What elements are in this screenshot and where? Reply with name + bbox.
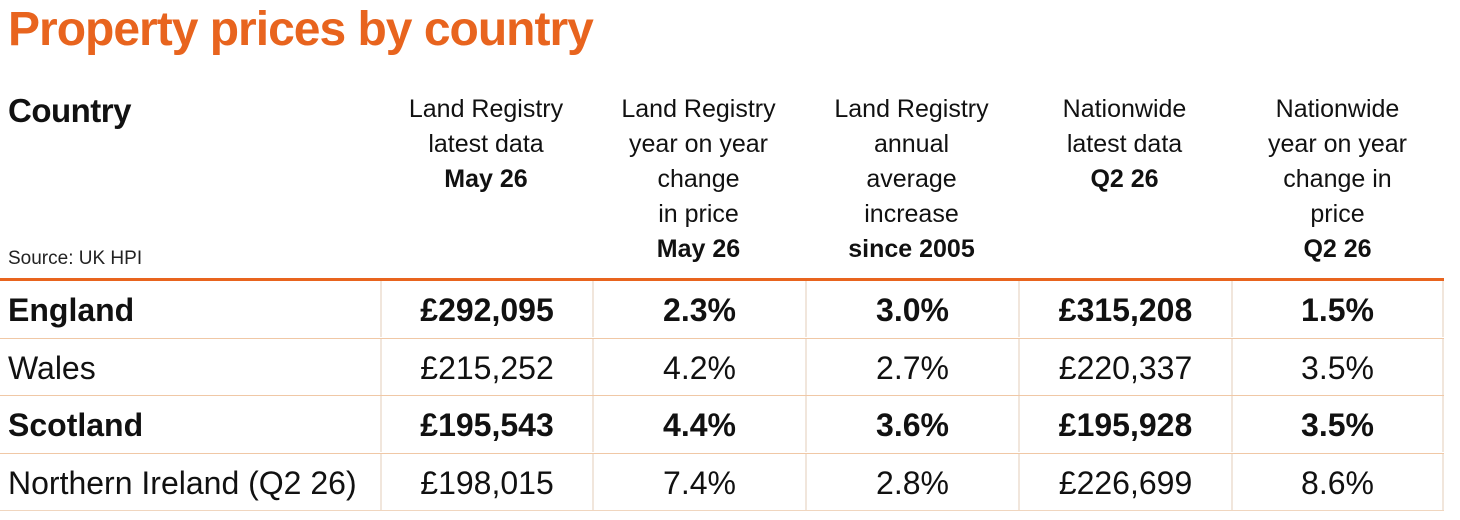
cell-land-registry-latest: £198,015	[380, 453, 592, 510]
column-header-line: Nationwide	[1275, 95, 1400, 123]
cell-nationwide-yoy: 3.5%	[1231, 396, 1444, 452]
column-header-period: Q2 26	[1303, 235, 1372, 263]
cell-nationwide-yoy: 3.5%	[1231, 338, 1444, 395]
column-header-land-registry-latest: Land Registry latest data May 26	[380, 92, 592, 197]
column-header-period: May 26	[444, 165, 528, 193]
column-header-line: year on year	[1268, 130, 1407, 158]
source-note: Source: UK HPI	[8, 248, 143, 269]
page-title: Property prices by country	[8, 3, 594, 56]
cell-nationwide-latest: £195,928	[1018, 396, 1231, 452]
cell-land-registry-yoy: 4.2%	[592, 338, 805, 395]
column-header-land-registry-yoy: Land Registry year on year change in pri…	[592, 92, 805, 267]
country-name: Northern Ireland (Q2 26)	[8, 464, 357, 501]
cell-land-registry-annual-average: 2.8%	[805, 453, 1018, 510]
column-header-line: annual	[873, 130, 950, 158]
table-row-wales: Wales £215,252 4.2% 2.7% £220,337 3.5%	[0, 338, 1444, 396]
country-column-header: Country	[8, 92, 132, 129]
cell-land-registry-latest: £195,543	[380, 396, 592, 452]
row-divider	[0, 337, 1444, 339]
table-header: Country Source: UK HPI Land Registry lat…	[0, 90, 1444, 280]
row-divider	[0, 452, 1444, 454]
column-header-period: Q2 26	[1090, 165, 1159, 193]
column-header-line: Land Registry	[408, 95, 564, 123]
column-header-line: change	[657, 165, 740, 193]
cell-land-registry-annual-average: 2.7%	[805, 338, 1018, 395]
table-row-northern-ireland: Northern Ireland (Q2 26) £198,015 7.4% 2…	[0, 453, 1444, 511]
prices-table: England £292,095 2.3% 3.0% £315,208 1.5%…	[0, 281, 1444, 511]
column-header-line: increase	[864, 200, 959, 228]
column-header-line: year on year	[629, 130, 768, 158]
table-row-england: England £292,095 2.3% 3.0% £315,208 1.5%	[0, 281, 1444, 339]
header-divider	[0, 278, 1444, 281]
cell-land-registry-annual-average: 3.0%	[805, 281, 1018, 337]
column-header-line: average	[866, 165, 957, 193]
row-divider	[0, 510, 1444, 511]
cell-nationwide-latest: £315,208	[1018, 281, 1231, 337]
table-row-scotland: Scotland £195,543 4.4% 3.6% £195,928 3.5…	[0, 396, 1444, 454]
cell-land-registry-yoy: 2.3%	[592, 281, 805, 337]
column-header-nationwide-latest: Nationwide latest data Q2 26	[1018, 92, 1231, 197]
column-header-line: Land Registry	[621, 95, 776, 123]
country-name: England	[8, 292, 135, 328]
cell-land-registry-yoy: 4.4%	[592, 396, 805, 452]
cell-land-registry-latest: £292,095	[380, 281, 592, 337]
cell-nationwide-yoy: 8.6%	[1231, 453, 1444, 510]
country-name: Wales	[8, 349, 96, 386]
column-header-line: change in	[1283, 165, 1392, 193]
cell-nationwide-yoy: 1.5%	[1231, 281, 1444, 337]
cell-nationwide-latest: £226,699	[1018, 453, 1231, 510]
column-header-line: latest data	[1066, 130, 1183, 158]
column-header-period: May 26	[656, 235, 741, 263]
row-divider	[0, 395, 1444, 396]
column-header-line: price	[1310, 200, 1365, 228]
column-header-line: latest data	[428, 130, 544, 158]
column-header-period: since 2005	[848, 235, 975, 263]
column-header-line: Land Registry	[834, 95, 989, 123]
cell-land-registry-latest: £215,252	[380, 338, 592, 395]
column-header-line: Nationwide	[1062, 95, 1187, 123]
cell-land-registry-yoy: 7.4%	[592, 453, 805, 510]
column-header-line: in price	[658, 200, 739, 228]
country-name: Scotland	[8, 407, 144, 443]
column-header-land-registry-annual-average: Land Registry annual average increase si…	[805, 92, 1018, 267]
column-header-nationwide-yoy: Nationwide year on year change in price …	[1231, 92, 1444, 267]
cell-land-registry-annual-average: 3.6%	[805, 396, 1018, 452]
cell-nationwide-latest: £220,337	[1018, 338, 1231, 395]
